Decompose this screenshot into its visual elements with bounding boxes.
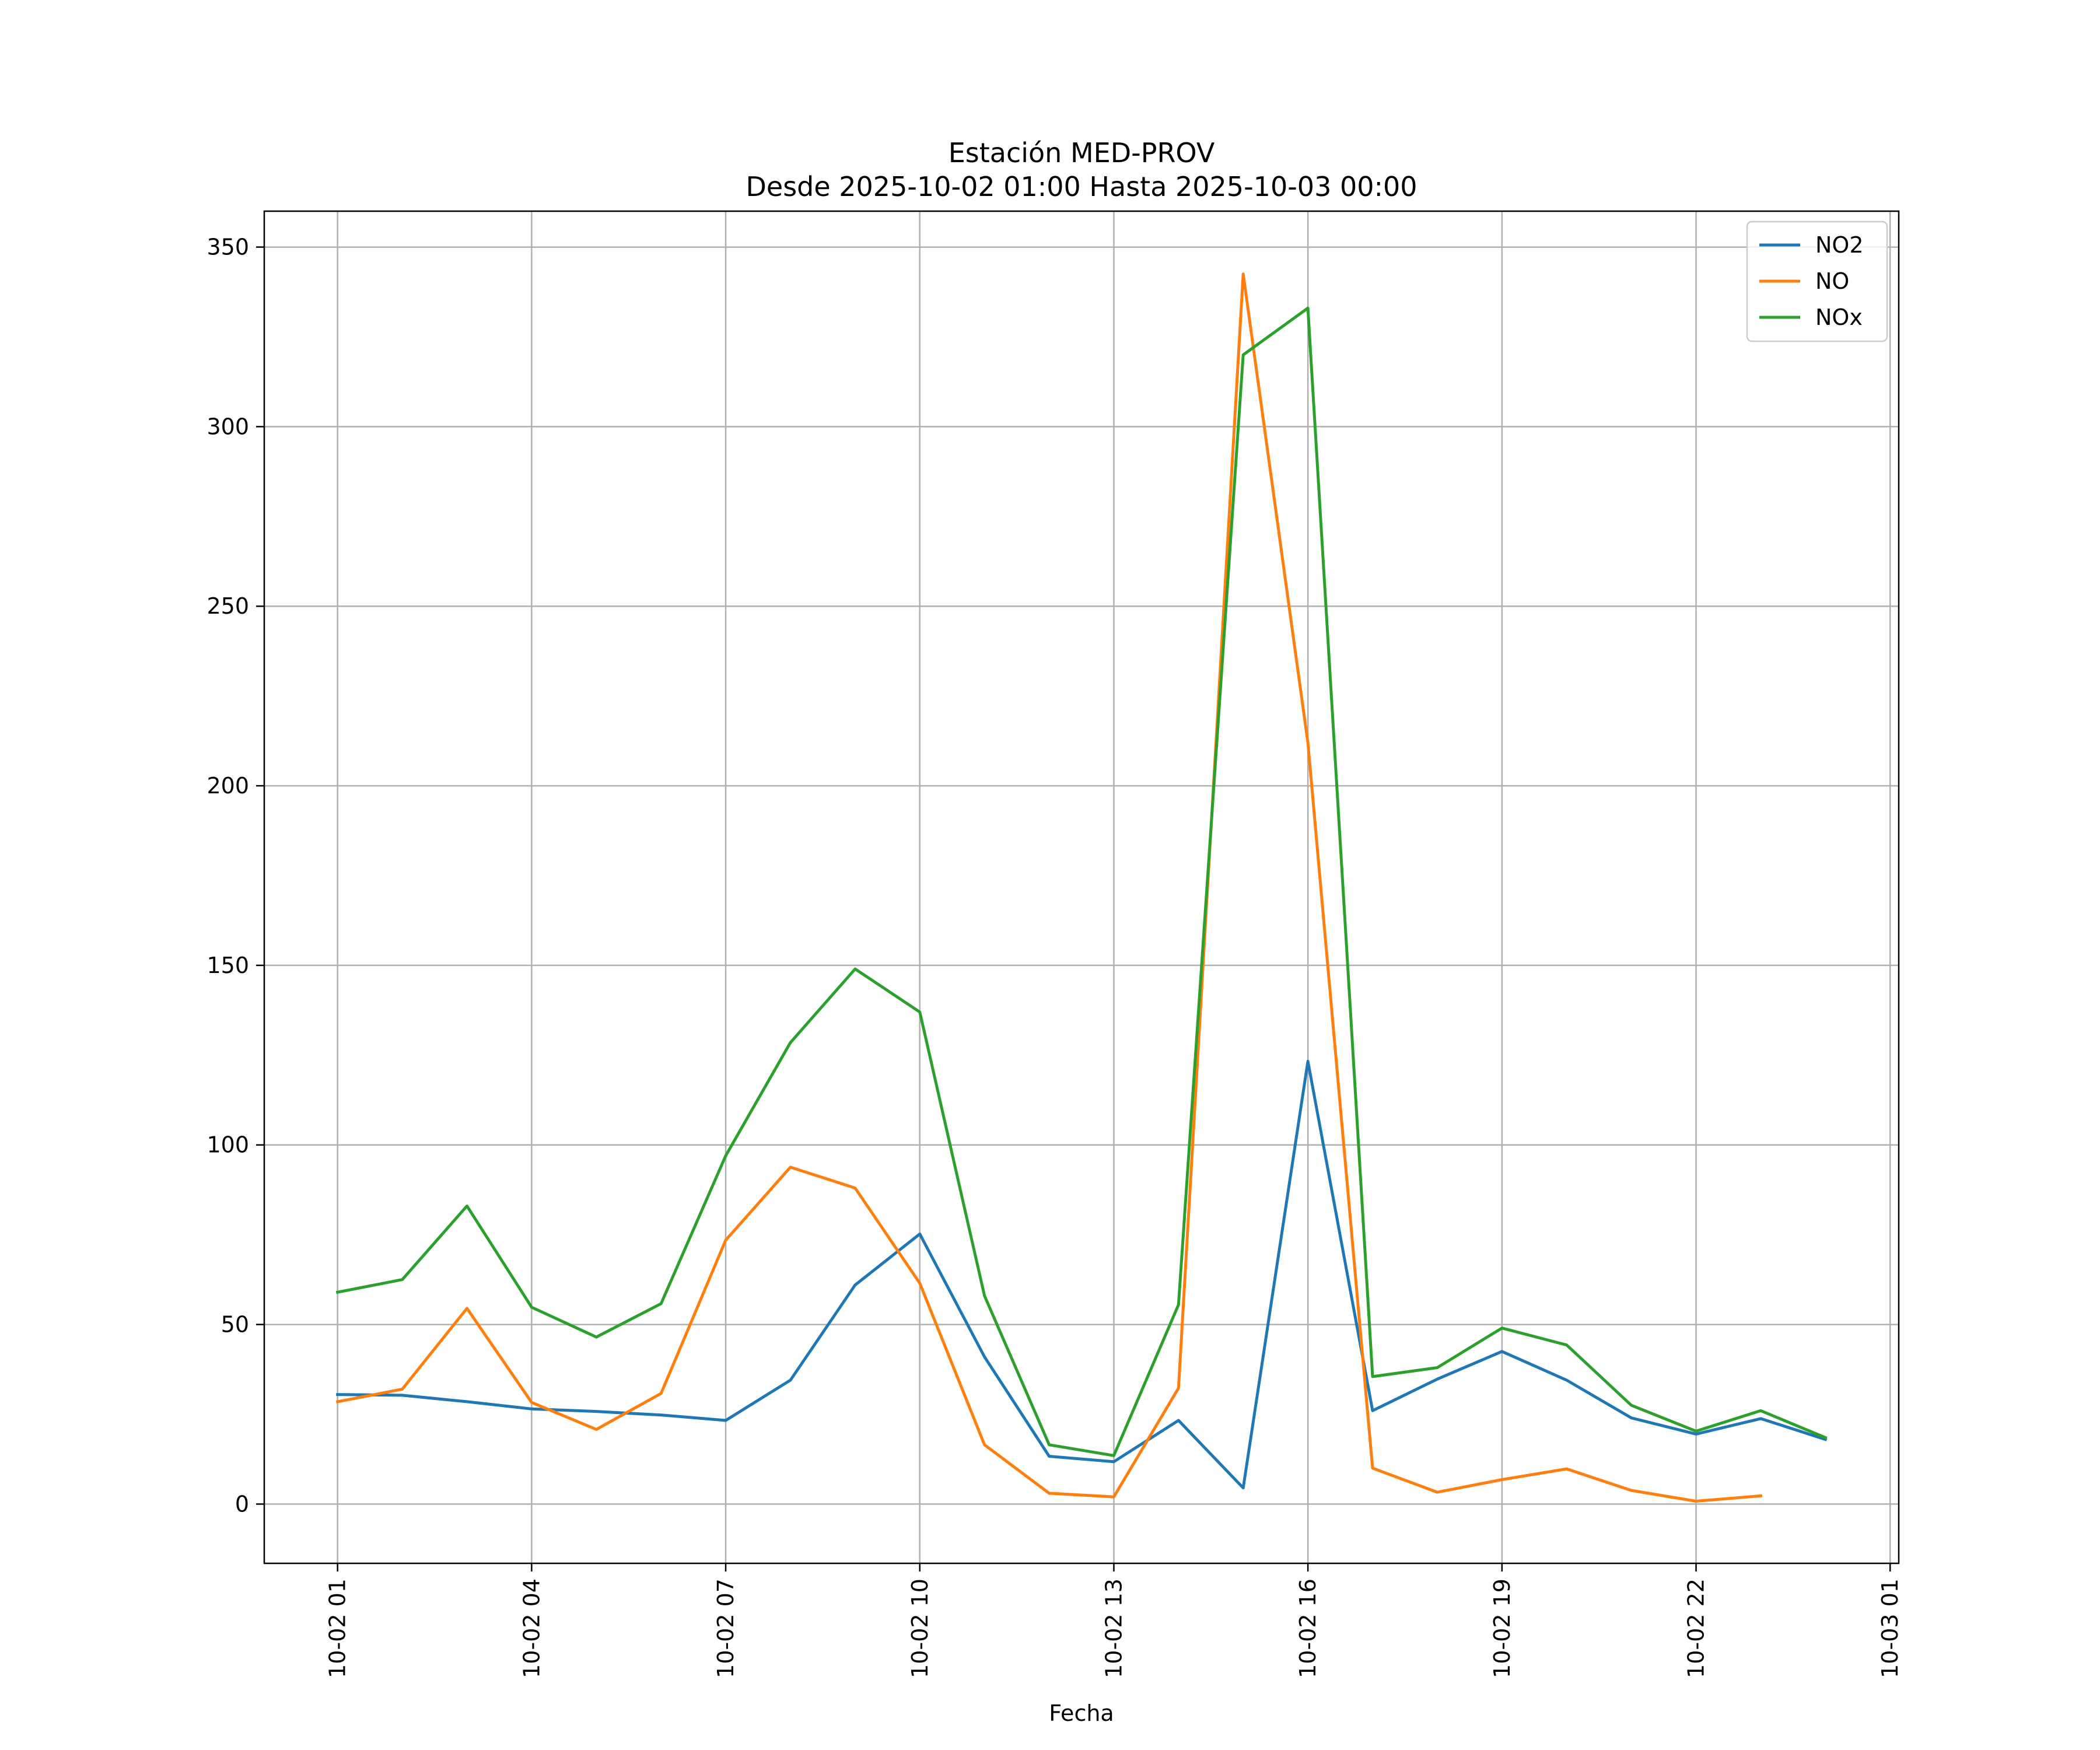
y-tick-label: 150 (206, 953, 249, 978)
series-no-line (335, 272, 1763, 1503)
legend-label-nox: NOx (1815, 304, 1863, 330)
legend-items: NO2 NO NOx (1759, 232, 1864, 330)
y-tick-label: 50 (221, 1312, 249, 1338)
y-tick-label: 250 (206, 593, 249, 619)
y-tick-label: 200 (206, 773, 249, 799)
x-tick-label: 10-02 04 (519, 1578, 544, 1678)
legend-label-no2: NO2 (1815, 232, 1864, 258)
y-tick-label: 300 (206, 414, 249, 439)
y-tick-label: 0 (235, 1491, 249, 1517)
chart-title-line-1: Estación MED-PROV (949, 137, 1215, 169)
plot-frame (263, 210, 1900, 1564)
x-tick-label: 10-02 01 (325, 1578, 351, 1678)
series-no2-line (336, 1059, 1828, 1490)
chart-title-line-2: Desde 2025-10-02 01:00 Hasta 2025-10-03 … (746, 171, 1417, 202)
legend-box (1746, 220, 1888, 342)
axes: 10-02 01 10-02 04 10-02 07 10-02 10 10-02 13… (206, 235, 1903, 1678)
legend-label-no: NO (1815, 268, 1849, 294)
x-tick-label: 10-02 16 (1295, 1578, 1321, 1678)
series-lines (335, 272, 1828, 1503)
x-tick-label: 10-02 13 (1101, 1578, 1126, 1678)
y-tick-label: 100 (206, 1132, 249, 1158)
x-tick-label: 10-02 19 (1489, 1578, 1515, 1678)
legend: NO2 NO NOx (1746, 220, 1888, 342)
x-tick-label: 10-02 22 (1684, 1578, 1709, 1678)
x-tick-label: 10-03 01 (1877, 1578, 1903, 1678)
series-nox-line (335, 306, 1828, 1457)
grid (264, 211, 1899, 1563)
x-axis-label: Fecha (1049, 1700, 1114, 1726)
x-tick-label: 10-02 10 (907, 1578, 933, 1678)
x-tick-label: 10-02 07 (713, 1578, 738, 1678)
y-tick-label: 350 (206, 235, 249, 260)
